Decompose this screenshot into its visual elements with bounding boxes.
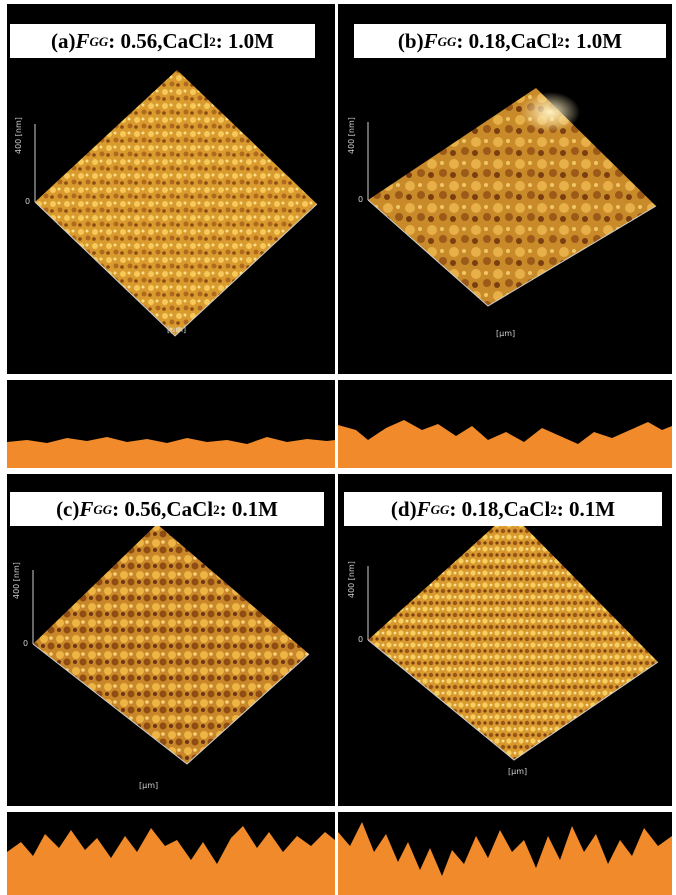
panel-label-c: (c) F GG: 0.56, CaCl 2: 0.1M: [10, 492, 324, 526]
afm-surface-c: 400 [nm] 0 [μm]: [12, 524, 310, 790]
z-zero-tick: 0: [23, 639, 28, 648]
afm-surface-a: 400 [nm] 0 [μm]: [14, 70, 318, 337]
afm-panel-d: 400 [nm] 0 [μm] (d) F GG: 0.18, CaCl 2: 0.1…: [338, 474, 672, 806]
z-zero-tick: 0: [358, 635, 363, 644]
afm-surface-b: 400 [nm] 0 [μm]: [347, 88, 657, 338]
afm-panel-c: 400 [nm] 0 [μm] (c) F GG: 0.56, CaCl 2: 0.1…: [7, 474, 335, 806]
z-axis-label: 400 [nm]: [14, 117, 23, 154]
xy-axis-label: [μm]: [139, 781, 158, 790]
height-profile-a: [7, 380, 335, 468]
z-axis-label: 400 [nm]: [347, 117, 356, 154]
afm-panel-b: 400 [nm] 0 [μm] (b) F GG: 0.18, CaCl 2: 1.0…: [338, 4, 672, 374]
z-axis-label: 400 [nm]: [12, 562, 21, 599]
xy-axis-label: [μm]: [508, 767, 527, 776]
afm-surface-d: 400 [nm] 0 [μm]: [347, 512, 659, 776]
afm-panel-a: 400 [nm] 0 [μm] (a) F GG: 0.56, CaCl 2: 1.0…: [7, 4, 335, 374]
z-zero-tick: 0: [25, 197, 30, 206]
height-profile-b: [338, 380, 672, 468]
height-profile-d: [338, 812, 672, 895]
panel-label-d: (d) F GG: 0.18, CaCl 2: 0.1M: [344, 492, 662, 526]
xy-axis-label: [μm]: [167, 325, 186, 334]
z-zero-tick: 0: [358, 195, 363, 204]
xy-axis-label: [μm]: [496, 329, 515, 338]
panel-label-b: (b) F GG: 0.18, CaCl 2: 1.0M: [354, 24, 666, 58]
panel-label-a: (a) F GG: 0.56, CaCl 2: 1.0M: [10, 24, 315, 58]
z-axis-label: 400 [nm]: [347, 561, 356, 598]
height-profile-c: [7, 812, 335, 895]
